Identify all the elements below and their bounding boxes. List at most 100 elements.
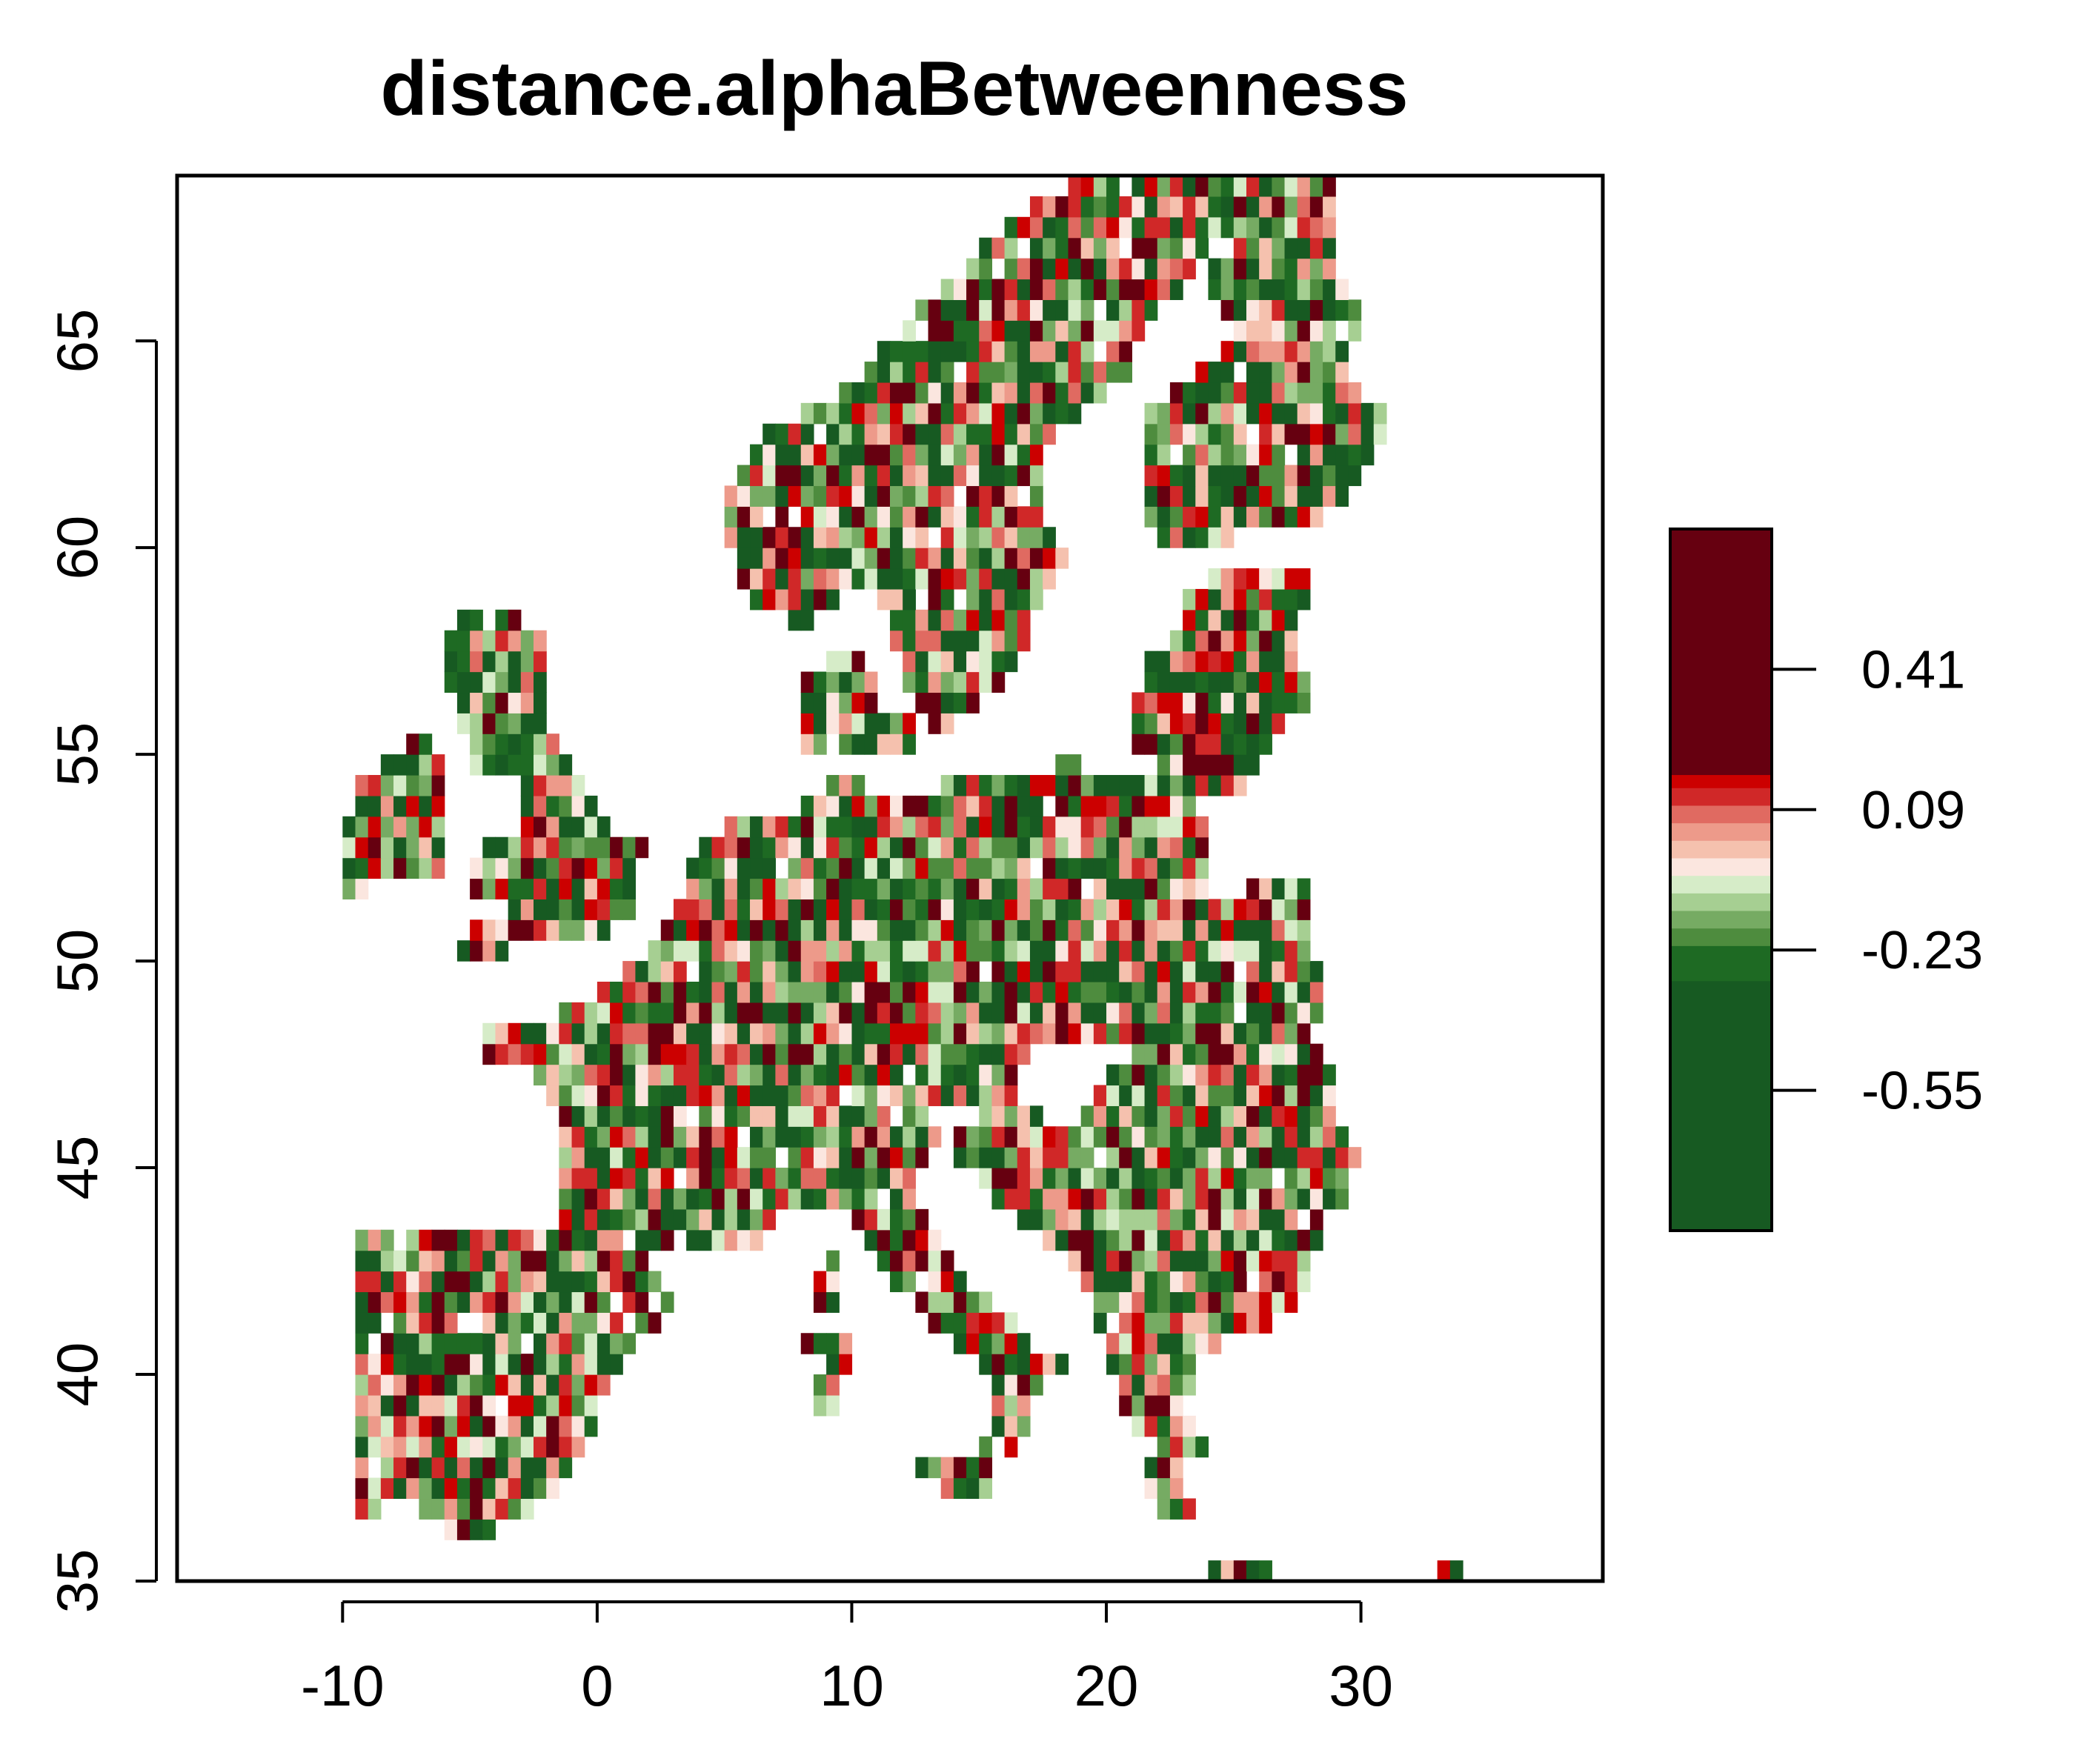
raster-cell	[597, 1229, 611, 1251]
raster-cell	[979, 1291, 993, 1313]
raster-cell	[1233, 1271, 1247, 1293]
raster-cell	[622, 961, 637, 982]
raster-cell	[750, 1043, 763, 1065]
raster-cell	[610, 1188, 623, 1210]
raster-cell	[1144, 506, 1158, 528]
raster-cell	[813, 588, 827, 610]
raster-cell	[877, 527, 891, 548]
raster-cell	[775, 878, 789, 899]
raster-cell	[915, 1250, 929, 1272]
raster-cell	[890, 1229, 903, 1251]
raster-cell	[940, 1271, 954, 1293]
raster-cell	[1080, 320, 1094, 342]
raster-cell	[711, 961, 725, 982]
raster-cell	[508, 713, 522, 734]
raster-cell	[431, 1291, 445, 1313]
raster-cell	[1309, 981, 1323, 1003]
raster-cell	[1259, 1147, 1272, 1168]
raster-cell	[1309, 1188, 1323, 1210]
raster-cell	[660, 1105, 674, 1127]
raster-cell	[903, 423, 916, 445]
raster-cell	[1169, 961, 1183, 982]
raster-cell	[1029, 382, 1043, 404]
raster-cell	[1043, 940, 1056, 962]
raster-cell	[1348, 423, 1362, 445]
raster-cell	[788, 878, 802, 899]
raster-cell	[1029, 816, 1043, 838]
raster-cell	[839, 961, 853, 982]
raster-cell	[1157, 857, 1171, 879]
raster-cell	[368, 816, 382, 838]
raster-cell	[699, 1043, 713, 1065]
raster-cell	[966, 402, 980, 425]
raster-cell	[622, 1085, 637, 1106]
raster-cell	[1169, 258, 1183, 280]
raster-cell	[966, 299, 980, 321]
raster-cell	[1093, 836, 1107, 859]
raster-cell	[890, 1002, 903, 1024]
raster-cell	[380, 775, 394, 796]
raster-cell	[534, 836, 547, 859]
raster-cell	[1004, 857, 1018, 879]
raster-cell	[1272, 713, 1286, 734]
raster-cell	[1195, 981, 1209, 1003]
raster-cell	[597, 1354, 611, 1375]
raster-cell	[1284, 279, 1298, 300]
raster-cell	[1246, 299, 1260, 321]
raster-cell	[813, 713, 827, 734]
raster-cell	[406, 775, 419, 796]
raster-cell	[1183, 1064, 1196, 1086]
raster-cell	[903, 1147, 916, 1168]
raster-cell	[966, 630, 980, 652]
raster-cell	[851, 816, 865, 838]
raster-cell	[444, 1250, 458, 1272]
raster-cell	[355, 1229, 369, 1251]
raster-cell	[1055, 1002, 1069, 1024]
raster-cell	[940, 382, 954, 404]
raster-cell	[571, 1250, 585, 1272]
raster-cell	[508, 1477, 522, 1500]
raster-cell	[1233, 279, 1247, 300]
raster-cell	[482, 651, 496, 673]
raster-cell	[953, 527, 967, 548]
raster-cell	[470, 1291, 483, 1313]
raster-cell	[1144, 1147, 1158, 1168]
raster-cell	[762, 878, 776, 899]
raster-cell	[380, 1415, 394, 1437]
raster-cell	[419, 754, 433, 776]
raster-cell	[546, 1085, 559, 1106]
raster-cell	[597, 1168, 611, 1189]
raster-cell	[1246, 961, 1260, 982]
raster-cell	[826, 1291, 840, 1313]
raster-cell	[775, 1022, 789, 1045]
x-tick-label: 20	[1074, 1653, 1139, 1718]
raster-cell	[890, 362, 903, 383]
raster-cell	[966, 1126, 980, 1148]
raster-cell	[1259, 1188, 1272, 1210]
raster-cell	[1323, 1126, 1336, 1148]
raster-cell	[1144, 1291, 1158, 1313]
raster-cell	[1169, 940, 1183, 962]
raster-cell	[1208, 465, 1222, 487]
raster-cell	[877, 1043, 891, 1065]
raster-cell	[1080, 836, 1094, 859]
raster-cell	[1233, 1126, 1247, 1148]
raster-cell	[928, 1002, 942, 1024]
raster-cell	[1195, 588, 1209, 610]
raster-cell	[1233, 1105, 1247, 1127]
raster-cell	[953, 1043, 967, 1065]
raster-cell	[1233, 775, 1247, 796]
raster-cell	[597, 981, 611, 1003]
raster-cell	[546, 1022, 559, 1045]
raster-cell	[584, 1374, 598, 1396]
raster-cell	[750, 1208, 763, 1231]
raster-cell	[1157, 961, 1171, 982]
raster-cell	[456, 940, 471, 962]
raster-cell	[1272, 588, 1286, 610]
raster-cell	[903, 402, 916, 425]
raster-cell	[1132, 775, 1146, 796]
raster-cell	[1004, 279, 1018, 300]
raster-cell	[903, 795, 916, 817]
raster-cell	[419, 1477, 433, 1500]
raster-cell	[1220, 1188, 1235, 1210]
